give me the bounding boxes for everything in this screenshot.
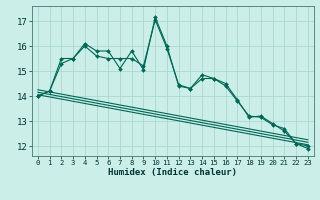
- X-axis label: Humidex (Indice chaleur): Humidex (Indice chaleur): [108, 168, 237, 177]
